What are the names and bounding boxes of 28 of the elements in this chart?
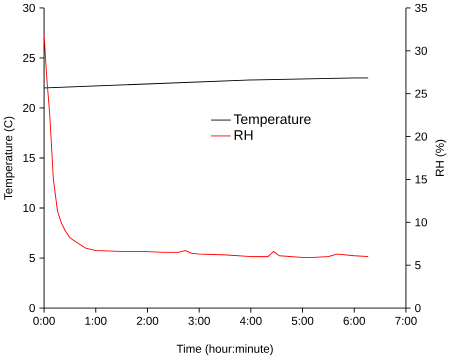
x-axis-title: Time (hour:minute) [176,344,273,356]
y2-tick-label: 5 [415,261,421,270]
x-tick-label: 1:00 [85,316,107,325]
y2-tick-label: 0 [415,304,421,312]
x-tick-label: 2:00 [136,316,158,325]
y2-tick-label: 20 [415,132,428,141]
y2-tick-label: 15 [416,175,427,184]
y2-tick-label: 30 [415,46,428,55]
legend-label: Temperature [234,114,311,127]
y-tick-label: 0 [29,304,35,312]
y2-tick-label: 25 [415,90,427,98]
y2-tick-label: 10 [416,218,428,226]
x-tick-label: 5:00 [292,316,314,325]
y2-axis-title: RH (%) [435,140,446,176]
x-tick-label: 7:00 [395,316,417,325]
legend-label: RH [234,130,252,140]
y-tick-label: 10 [23,204,35,212]
x-tick-label: 3:00 [188,316,210,325]
x-tick-label: 0:00 [33,316,55,325]
x-tick-label: 6:00 [344,316,366,325]
y-tick-label: 15 [23,154,35,162]
y-axis-title: Temperature (C) [4,116,15,200]
y-tick-label: 30 [22,4,35,12]
y-tick-label: 5 [29,254,35,262]
y-tick-label: 25 [23,54,35,62]
x-tick-label: 4:00 [240,316,262,325]
y-tick-label: 20 [23,104,35,112]
y2-tick-label: 35 [415,4,427,12]
